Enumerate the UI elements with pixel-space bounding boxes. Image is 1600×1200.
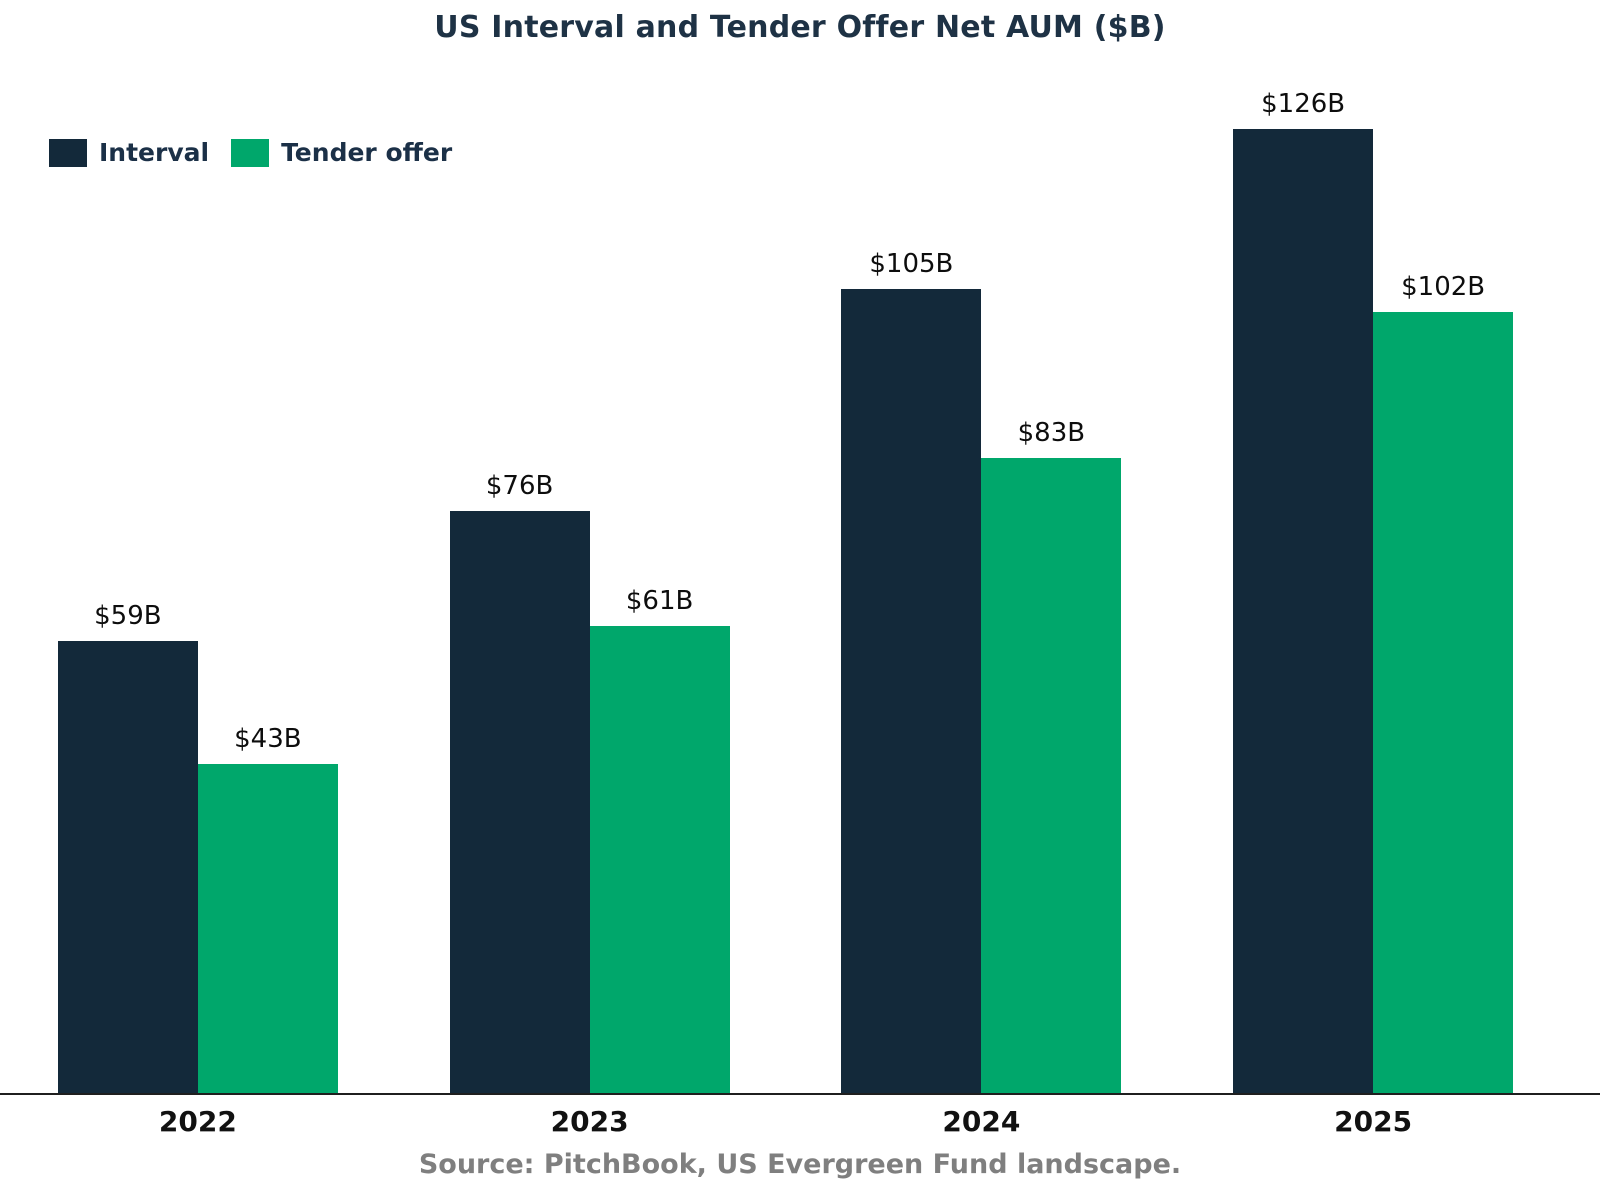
legend-item-tender-offer: Tender offer xyxy=(231,138,452,167)
x-axis-label-2024: 2024 xyxy=(942,1105,1021,1138)
value-label-tender-offer-2023: $61B xyxy=(625,586,694,617)
x-axis-line xyxy=(0,1093,1600,1095)
source-note: Source: PitchBook, US Evergreen Fund lan… xyxy=(418,1149,1182,1180)
bar-pair-2022: $59B $43B xyxy=(57,98,338,1093)
value-label-tender-offer-2024: $83B xyxy=(1017,417,1086,448)
value-label-tender-offer-2025: $102B xyxy=(1401,272,1486,303)
bar-tender-offer-2022: $43B xyxy=(197,724,338,1093)
bar-interval-2022: $59B xyxy=(57,601,198,1093)
bar-group-2023: $76B $61B 2023 xyxy=(394,98,786,1138)
value-label-interval-2022: $59B xyxy=(94,601,162,632)
value-label-tender-offer-2022: $43B xyxy=(234,723,302,754)
legend-label-tender-offer: Tender offer xyxy=(281,138,453,167)
bar-tender-offer-2025: $102B xyxy=(1373,272,1514,1093)
legend: Interval Tender offer xyxy=(49,138,452,167)
value-label-interval-2023: $76B xyxy=(485,471,554,502)
bar-interval-2024: $105B xyxy=(841,249,982,1093)
value-label-interval-2024: $105B xyxy=(869,249,954,280)
bar-interval-2023: $76B xyxy=(449,471,590,1093)
plot-area: $59B $43B 2022 $76B $61B 2023 $105B $83B 2024 $12… xyxy=(2,89,1569,1138)
bar-pair-2025: $126B $102B xyxy=(1233,89,1514,1093)
bar-pair-2024: $105B $83B xyxy=(841,98,1122,1093)
x-axis-label-2023: 2023 xyxy=(550,1105,629,1138)
bar-group-2024: $105B $83B 2024 xyxy=(786,98,1178,1138)
legend-label-interval: Interval xyxy=(99,138,210,167)
x-axis-label-2025: 2025 xyxy=(1334,1105,1413,1138)
legend-item-interval: Interval xyxy=(49,138,209,167)
bar-tender-offer-2024: $83B xyxy=(981,418,1122,1093)
bar-group-2022: $59B $43B 2022 xyxy=(2,98,394,1138)
x-axis-label-2022: 2022 xyxy=(158,1105,237,1138)
bar-pair-2023: $76B $61B xyxy=(449,98,730,1093)
bar-interval-2025: $126B xyxy=(1233,89,1374,1093)
legend-swatch-interval xyxy=(49,138,87,167)
legend-swatch-tender-offer xyxy=(231,138,270,167)
value-label-interval-2025: $126B xyxy=(1261,88,1346,119)
bar-tender-offer-2023: $61B xyxy=(589,586,730,1093)
bar-group-2025: $126B $102B 2025 xyxy=(1177,89,1569,1138)
chart-title: US Interval and Tender Offer Net AUM ($B… xyxy=(434,10,1166,45)
